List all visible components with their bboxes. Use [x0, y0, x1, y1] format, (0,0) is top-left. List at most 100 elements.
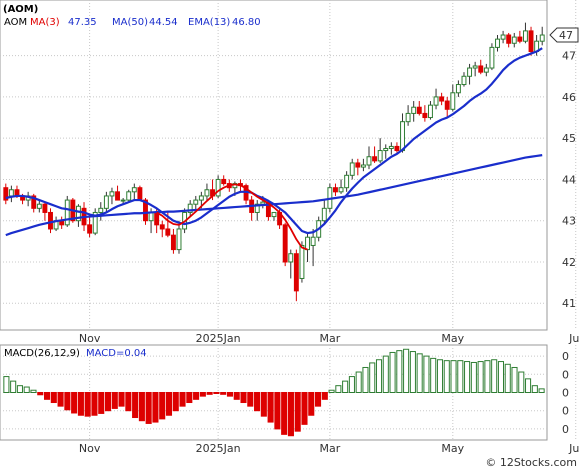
candle-down: [444, 100, 450, 110]
macd-label: MACD(26,12,9): [4, 348, 80, 359]
legend: AOM MA(3) 47.35 MA(50) 44.54 EMA(13) 46.…: [4, 17, 261, 28]
candle-down: [506, 34, 512, 44]
macd-bar-positive: [457, 360, 464, 393]
macd-bar-positive: [518, 371, 525, 393]
macd-bar-positive: [30, 389, 37, 394]
candle-up: [198, 195, 204, 201]
macd-bar-negative: [294, 392, 301, 432]
legend-ema13-value: 46.80: [232, 17, 261, 28]
candle-down: [372, 156, 378, 162]
macd-bar-positive: [348, 376, 355, 394]
macd-bar-negative: [77, 392, 84, 416]
macd-bar-positive: [355, 371, 362, 393]
candle-up: [204, 189, 210, 197]
macd-histogram: [3, 348, 545, 437]
candle-up: [500, 34, 506, 40]
candle-down: [115, 191, 121, 201]
macd-bar-negative: [57, 392, 64, 407]
price-tag-label: 47: [559, 29, 573, 42]
candle-up: [472, 65, 478, 69]
candle-down: [137, 187, 143, 201]
candle-up: [495, 38, 500, 48]
macd-x-tick-label: May: [441, 442, 464, 455]
macd-y-tick-label: 0: [562, 350, 569, 363]
macd-y-tick-label: 0: [562, 368, 569, 381]
macd-bar-negative: [281, 392, 288, 435]
candle-up: [338, 187, 344, 193]
macd-value: MACD=0.04: [86, 348, 147, 359]
legend-ma3-label: MA(3): [30, 17, 60, 28]
candle-up: [310, 236, 316, 246]
macd-bar-negative: [118, 392, 125, 407]
macd-bar-negative: [91, 392, 98, 416]
candle-up: [483, 67, 489, 73]
macd-bar-negative: [159, 392, 166, 420]
candle-down: [333, 187, 338, 193]
candle-down: [87, 224, 93, 234]
candle-down: [282, 224, 288, 263]
macd-bar-positive: [382, 355, 389, 394]
candle-up: [109, 191, 115, 197]
macd-bar-positive: [362, 366, 369, 394]
macd-x-tick-label: Mar: [319, 442, 340, 455]
candle-up: [176, 228, 182, 251]
macd-bar-positive: [423, 355, 430, 394]
macd-bar-positive: [436, 359, 444, 393]
moving-average-lines: [5, 47, 543, 251]
candle-up: [455, 84, 461, 94]
price-y-tick-label: 47: [562, 50, 576, 63]
macd-bar-positive: [389, 351, 396, 393]
candle-up: [193, 199, 199, 205]
macd-bar-negative: [247, 392, 254, 407]
macd-bar-positive: [375, 359, 383, 393]
price-panel: [0, 0, 548, 331]
macd-bar-positive: [396, 350, 403, 394]
candle-down: [439, 96, 445, 102]
macd-bar-negative: [145, 392, 152, 424]
candle-down: [355, 162, 361, 168]
macd-bar-negative: [260, 392, 267, 417]
macd-bar-negative: [111, 392, 118, 409]
macd-bar-positive: [416, 353, 423, 394]
candle-down: [31, 195, 37, 209]
macd-bar-positive: [464, 361, 471, 393]
candle-up: [148, 211, 154, 222]
price-y-tick-label: 42: [562, 256, 576, 269]
candle-up: [271, 211, 277, 218]
macd-x-tick-label: Nov: [79, 442, 101, 455]
price-x-tick-label: Mar: [319, 332, 340, 345]
candle-up: [8, 189, 14, 197]
macd-bar-negative: [301, 392, 308, 425]
candle-down: [517, 36, 523, 42]
candle-down: [478, 65, 484, 73]
price-y-axis: 41 42 43 44 45 46 47: [562, 50, 576, 311]
chart-title: (AOM): [3, 4, 38, 15]
candle-up: [64, 199, 70, 226]
macd-bar-negative: [226, 392, 234, 397]
macd-bar-positive: [409, 351, 416, 393]
macd-bar-positive: [484, 360, 491, 393]
macd-bar-positive: [443, 360, 450, 393]
macd-bar-positive: [403, 348, 410, 393]
macd-y-tick-label: 0: [562, 405, 569, 418]
price-tag-box: [549, 27, 579, 43]
macd-bar-negative: [152, 392, 159, 423]
candle-up: [187, 203, 193, 213]
macd-bar-positive: [450, 360, 457, 393]
candle-up: [461, 75, 467, 86]
candle-up: [450, 92, 456, 110]
macd-bar-negative: [37, 392, 44, 396]
candle-up: [366, 156, 372, 166]
macd-bar-negative: [308, 392, 315, 416]
candle-down: [170, 234, 176, 251]
macd-bar-positive: [470, 361, 477, 394]
macd-bar-negative: [287, 392, 294, 437]
price-y-tick-label: 44: [562, 173, 576, 186]
candle-up: [489, 46, 495, 69]
macd-bar-positive: [23, 386, 30, 394]
candle-down: [3, 187, 9, 201]
macd-x-axis: Nov2025JanMarMayJulSep: [79, 442, 580, 455]
candle-down: [422, 112, 428, 119]
legend-ma50-label: MA(50): [112, 17, 148, 28]
candle-up: [120, 199, 126, 202]
